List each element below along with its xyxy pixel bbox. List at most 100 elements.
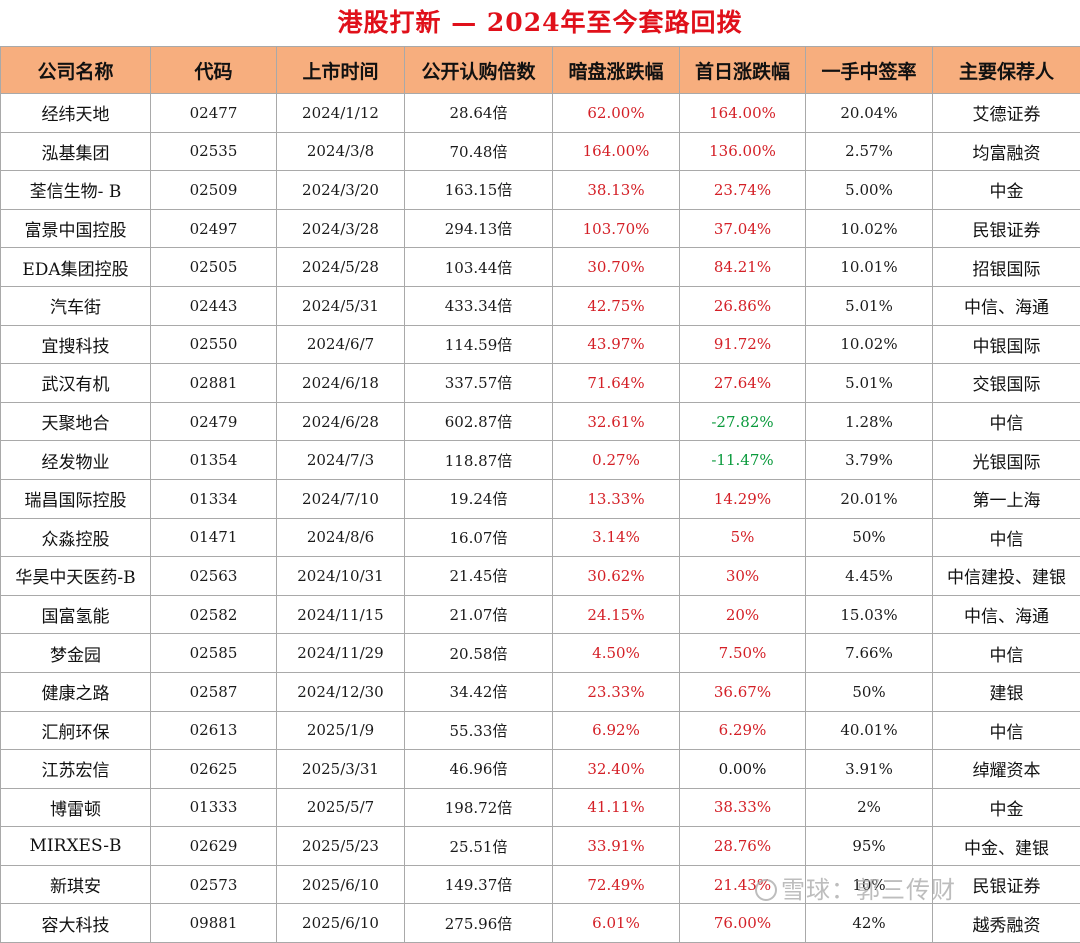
cell-subscription-multiple: 16.07倍 [405, 518, 553, 557]
cell-one-lot-rate: 20.04% [806, 94, 933, 133]
cell-sponsor: 交银国际 [933, 364, 1080, 403]
cell-first-day-change: 0.00% [680, 750, 806, 789]
header-company-name: 公司名称 [1, 47, 151, 94]
cell-one-lot-rate: 10.02% [806, 325, 933, 364]
cell-grey-market-change: 71.64% [553, 364, 680, 403]
cell-listing-date: 2024/7/3 [277, 441, 405, 480]
cell-grey-market-change: 32.40% [553, 750, 680, 789]
cell-company-name: 武汉有机 [1, 364, 151, 403]
cell-one-lot-rate: 95% [806, 827, 933, 866]
cell-grey-market-change: 38.13% [553, 171, 680, 210]
cell-one-lot-rate: 40.01% [806, 711, 933, 750]
cell-subscription-multiple: 70.48倍 [405, 132, 553, 171]
cell-grey-market-change: 30.62% [553, 557, 680, 596]
header-first-day-change: 首日涨跌幅 [680, 47, 806, 94]
cell-grey-market-change: 0.27% [553, 441, 680, 480]
cell-subscription-multiple: 294.13倍 [405, 209, 553, 248]
cell-first-day-change: 37.04% [680, 209, 806, 248]
cell-subscription-multiple: 275.96倍 [405, 904, 553, 943]
header-one-lot-rate: 一手中签率 [806, 47, 933, 94]
cell-code: 02535 [151, 132, 277, 171]
cell-one-lot-rate: 1.28% [806, 402, 933, 441]
cell-listing-date: 2025/6/10 [277, 904, 405, 943]
cell-first-day-change: 36.67% [680, 672, 806, 711]
cell-sponsor: 中银国际 [933, 325, 1080, 364]
cell-subscription-multiple: 46.96倍 [405, 750, 553, 789]
cell-subscription-multiple: 21.07倍 [405, 595, 553, 634]
cell-company-name: 健康之路 [1, 672, 151, 711]
cell-grey-market-change: 32.61% [553, 402, 680, 441]
cell-company-name: 新琪安 [1, 865, 151, 904]
cell-code: 02582 [151, 595, 277, 634]
cell-first-day-change: 6.29% [680, 711, 806, 750]
cell-first-day-change: 14.29% [680, 479, 806, 518]
cell-first-day-change: 30% [680, 557, 806, 596]
cell-one-lot-rate: 3.91% [806, 750, 933, 789]
cell-listing-date: 2024/3/28 [277, 209, 405, 248]
cell-one-lot-rate: 10.02% [806, 209, 933, 248]
cell-sponsor: 中金 [933, 171, 1080, 210]
cell-sponsor: 均富融资 [933, 132, 1080, 171]
cell-sponsor: 绰耀资本 [933, 750, 1080, 789]
cell-first-day-change: 27.64% [680, 364, 806, 403]
cell-listing-date: 2024/10/31 [277, 557, 405, 596]
cell-subscription-multiple: 118.87倍 [405, 441, 553, 480]
cell-sponsor: 越秀融资 [933, 904, 1080, 943]
cell-company-name: MIRXES-B [1, 827, 151, 866]
cell-code: 02477 [151, 94, 277, 133]
cell-code: 02509 [151, 171, 277, 210]
cell-sponsor: 中信 [933, 518, 1080, 557]
cell-company-name: 经纬天地 [1, 94, 151, 133]
cell-code: 02443 [151, 286, 277, 325]
cell-one-lot-rate: 7.66% [806, 634, 933, 673]
cell-company-name: 容大科技 [1, 904, 151, 943]
cell-grey-market-change: 43.97% [553, 325, 680, 364]
cell-first-day-change: -11.47% [680, 441, 806, 480]
table-header-row: 公司名称 代码 上市时间 公开认购倍数 暗盘涨跌幅 首日涨跌幅 一手中签率 主要… [1, 47, 1080, 94]
cell-code: 02573 [151, 865, 277, 904]
cell-company-name: 泓基集团 [1, 132, 151, 171]
cell-sponsor: 中信、海通 [933, 286, 1080, 325]
cell-grey-market-change: 23.33% [553, 672, 680, 711]
cell-company-name: 博雷顿 [1, 788, 151, 827]
cell-listing-date: 2024/5/31 [277, 286, 405, 325]
cell-first-day-change: 28.76% [680, 827, 806, 866]
cell-company-name: 华昊中天医药-B [1, 557, 151, 596]
cell-grey-market-change: 164.00% [553, 132, 680, 171]
cell-sponsor: 光银国际 [933, 441, 1080, 480]
cell-company-name: 天聚地合 [1, 402, 151, 441]
cell-code: 02587 [151, 672, 277, 711]
cell-one-lot-rate: 2% [806, 788, 933, 827]
cell-code: 09881 [151, 904, 277, 943]
cell-grey-market-change: 6.92% [553, 711, 680, 750]
page-title: 港股打新 — 2024年至今套路回拨 [0, 0, 1080, 47]
cell-code: 02505 [151, 248, 277, 287]
cell-subscription-multiple: 28.64倍 [405, 94, 553, 133]
cell-subscription-multiple: 337.57倍 [405, 364, 553, 403]
cell-one-lot-rate: 3.79% [806, 441, 933, 480]
cell-subscription-multiple: 19.24倍 [405, 479, 553, 518]
header-code: 代码 [151, 47, 277, 94]
cell-sponsor: 中信、海通 [933, 595, 1080, 634]
cell-first-day-change: 5% [680, 518, 806, 557]
header-grey-market-change: 暗盘涨跌幅 [553, 47, 680, 94]
cell-listing-date: 2024/11/15 [277, 595, 405, 634]
cell-company-name: EDA集团控股 [1, 248, 151, 287]
cell-first-day-change: 76.00% [680, 904, 806, 943]
cell-grey-market-change: 30.70% [553, 248, 680, 287]
cell-code: 02497 [151, 209, 277, 248]
cell-first-day-change: 23.74% [680, 171, 806, 210]
cell-subscription-multiple: 433.34倍 [405, 286, 553, 325]
header-subscription-multiple: 公开认购倍数 [405, 47, 553, 94]
